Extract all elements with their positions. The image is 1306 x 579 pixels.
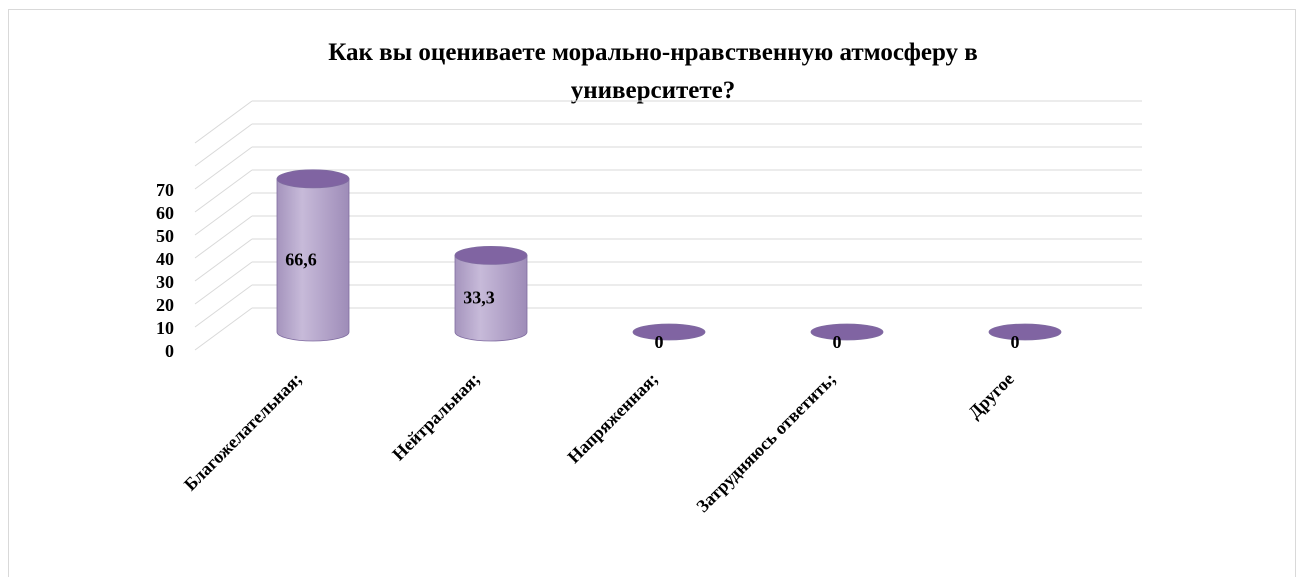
data-labels: 66,6 33,3 0 0 0 (285, 249, 1019, 352)
y-tick-label: 70 (156, 180, 174, 200)
x-axis-ticks: Благожелательная; Нейтральная; Напряженная… (180, 369, 1018, 517)
bar (988, 323, 1062, 341)
y-tick-label: 40 (156, 249, 174, 269)
chart-frame (8, 9, 1296, 577)
gridlines (194, 100, 1142, 351)
gridline (194, 261, 1142, 305)
gridline (194, 307, 1142, 351)
data-label: 0 (1011, 332, 1020, 352)
bar (632, 323, 706, 341)
gridline (194, 215, 1142, 259)
bar (454, 246, 528, 342)
bar (276, 169, 350, 342)
x-tick-label: Другое (964, 369, 1018, 423)
gridline (194, 169, 1142, 213)
x-tick-label: Благожелательная; (180, 369, 306, 495)
data-label: 0 (655, 332, 664, 352)
y-tick-label: 60 (156, 203, 174, 223)
y-tick-label: 10 (156, 318, 174, 338)
y-tick-label: 20 (156, 295, 174, 315)
y-tick-label: 0 (165, 341, 174, 361)
bars (276, 169, 1062, 342)
x-tick-label: Напряженная; (563, 369, 661, 467)
chart-title-line-2: университете? (571, 77, 736, 104)
x-tick-label: Нейтральная; (388, 369, 484, 465)
gridline (194, 284, 1142, 328)
x-tick-label: Затрудняюсь ответить; (692, 369, 840, 517)
y-axis-ticks: 0 10 20 30 40 50 60 70 (156, 180, 174, 361)
y-tick-label: 30 (156, 272, 174, 292)
gridline (194, 238, 1142, 282)
gridline (194, 192, 1142, 236)
data-label: 33,3 (463, 288, 495, 308)
data-label: 66,6 (285, 249, 317, 269)
data-label: 0 (833, 332, 842, 352)
gridline (194, 123, 1142, 167)
gridline (194, 100, 1142, 144)
bar (810, 323, 884, 341)
gridline (194, 146, 1142, 190)
chart-title-line-1: Как вы оцениваете морально-нравственную … (328, 39, 978, 66)
y-tick-label: 50 (156, 226, 174, 246)
